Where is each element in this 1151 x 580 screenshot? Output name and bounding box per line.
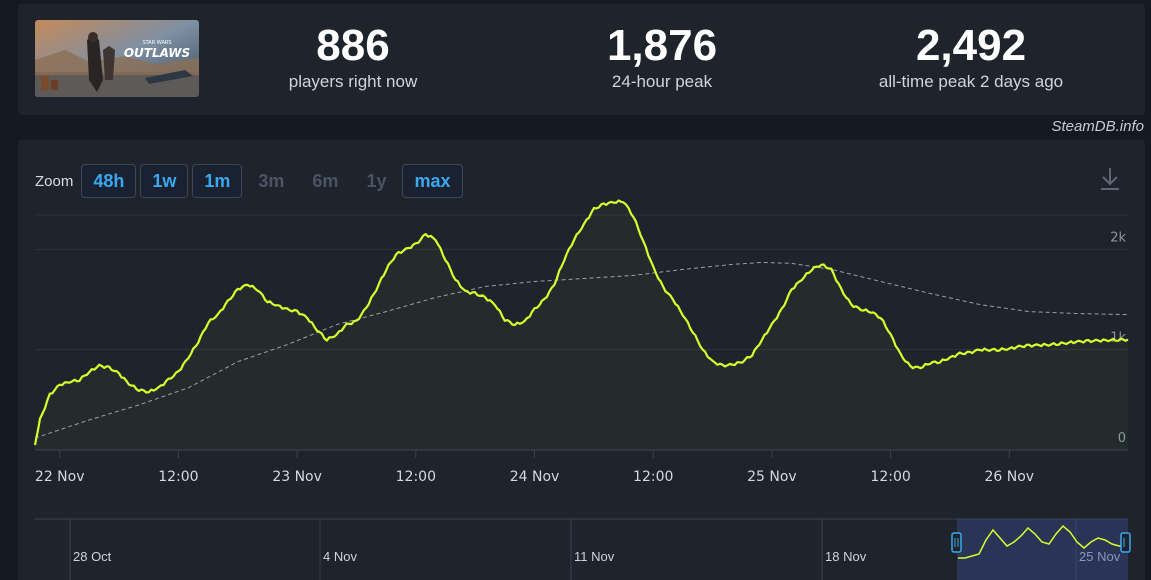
stat-label: 24-hour peak <box>611 72 713 91</box>
zoom-6m-button: 6m <box>312 170 339 191</box>
trend-line <box>34 261 1129 439</box>
stats-panel: STAR WARS OUTLAWS 886 players right now … <box>18 4 1145 115</box>
x-tick-label: 23 Nov <box>272 469 322 485</box>
navigator-label: 28 Oct <box>73 549 112 564</box>
y-tick-label: 2k <box>1110 230 1126 245</box>
chart-panel: Zoom 48h 1w 1m 3m 6m 1y max 0 1k 2k 22 Nov… <box>18 140 1145 580</box>
stat-24h-peak: 1,876 24-hour peak <box>512 22 812 92</box>
x-tick-label: 12:00 <box>870 469 910 485</box>
navigator-line <box>958 524 1126 559</box>
y-tick-label: 1k <box>1110 331 1126 346</box>
zoom-label: Zoom <box>35 172 74 190</box>
zoom-controls: Zoom 48h 1w 1m 3m 6m 1y max <box>35 164 467 198</box>
stat-value: 1,876 <box>606 21 718 70</box>
zoom-48h-button[interactable]: 48h <box>81 164 137 198</box>
navigator-selection[interactable] <box>957 519 1128 580</box>
stat-value: 886 <box>316 21 390 70</box>
navigator-ticks: 28 Oct 4 Nov 11 Nov 18 Nov 25 Nov <box>69 519 1121 580</box>
game-logo: STAR WARS OUTLAWS <box>124 40 190 60</box>
zoom-1m-button[interactable]: 1m <box>192 164 243 198</box>
range-handle-right-icon[interactable] <box>1120 532 1131 553</box>
y-tick-label: 0 <box>1118 431 1126 446</box>
range-handle-left-icon[interactable] <box>951 532 962 553</box>
zoom-1y-button: 1y <box>366 170 387 191</box>
stat-value: 2,492 <box>915 21 1027 70</box>
logo-line2-text: OUTLAWS <box>124 46 190 60</box>
y-axis-labels: 0 1k 2k <box>1110 230 1126 446</box>
navigator-label: 4 Nov <box>323 549 357 564</box>
logo-line1-text: STAR WARS <box>142 40 171 46</box>
x-tick-label: 25 Nov <box>747 469 797 485</box>
stat-label: players right now <box>288 72 418 91</box>
navigator-label: 11 Nov <box>574 549 615 564</box>
game-artwork: STAR WARS OUTLAWS <box>35 20 199 97</box>
steamdb-credit[interactable]: SteamDB.info <box>1051 118 1144 135</box>
navigator[interactable]: 28 Oct 4 Nov 11 Nov 18 Nov 25 Nov <box>35 518 1131 580</box>
zoom-max-button[interactable]: max <box>402 164 463 198</box>
x-axis-labels: 22 Nov 12:00 23 Nov 12:00 24 Nov 12:00 25 Nov 1… <box>35 450 1034 485</box>
x-tick-label: 12:00 <box>158 469 198 485</box>
players-line <box>33 199 1129 446</box>
download-icon[interactable] <box>1099 166 1121 192</box>
player-area-fill <box>35 200 1128 450</box>
x-tick-label: 26 Nov <box>985 469 1035 485</box>
game-capsule-image[interactable]: STAR WARS OUTLAWS <box>35 20 199 97</box>
zoom-3m-button: 3m <box>258 170 285 191</box>
navigator-label: 18 Nov <box>825 549 867 564</box>
x-tick-label: 24 Nov <box>510 469 560 485</box>
zoom-1w-button[interactable]: 1w <box>140 164 189 198</box>
navigator-label: 25 Nov <box>1079 549 1121 564</box>
x-tick-label: 12:00 <box>396 469 436 485</box>
chart-grid <box>35 214 1128 451</box>
x-tick-label: 22 Nov <box>35 469 85 485</box>
stat-current-players: 886 players right now <box>203 22 503 92</box>
stat-label: all-time peak 2 days ago <box>878 72 1064 91</box>
x-tick-label: 12:00 <box>633 469 673 485</box>
stat-all-time-peak: 2,492 all-time peak 2 days ago <box>821 22 1121 92</box>
